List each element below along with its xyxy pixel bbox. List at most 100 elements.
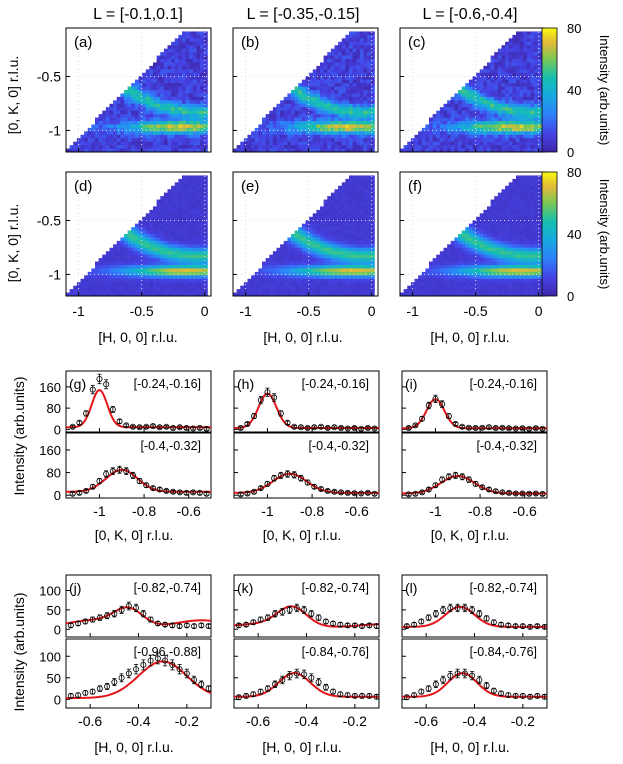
axes-frame bbox=[65, 171, 212, 297]
data-point bbox=[311, 483, 318, 490]
data-point bbox=[147, 616, 154, 623]
data-point bbox=[512, 692, 519, 699]
data-point bbox=[412, 422, 419, 429]
xtick-label: -0.6 bbox=[345, 503, 369, 519]
xtick-label: -0.6 bbox=[78, 713, 102, 729]
data-point bbox=[479, 424, 486, 431]
xtick-label: -0.8 bbox=[468, 503, 492, 519]
data-point bbox=[439, 476, 446, 483]
data-point bbox=[125, 670, 132, 677]
data-point bbox=[344, 425, 351, 432]
data-point bbox=[490, 619, 497, 626]
data-point bbox=[338, 425, 345, 432]
data-point bbox=[337, 691, 344, 698]
xtick-label: -0.2 bbox=[175, 713, 199, 729]
data-point bbox=[264, 480, 271, 487]
intensity-maps: -0.5 -1 (a) (b) (c) -0.5 -1 -1 -0.5 0 (d) -1 -0.5 0 (e… bbox=[37, 27, 546, 319]
data-point bbox=[512, 425, 519, 432]
xtick-label: -0.4 bbox=[126, 713, 150, 729]
data-point bbox=[149, 423, 156, 430]
axes-frame bbox=[65, 27, 212, 153]
cut-panel: 100 50 0 -0.6 -0.4 -0.2 [-0.96,-0.88] bbox=[39, 638, 212, 729]
data-point bbox=[133, 604, 140, 611]
data-point bbox=[190, 425, 197, 432]
data-point bbox=[123, 468, 130, 475]
data-point bbox=[483, 682, 490, 689]
range-label: [-0.24,-0.16] bbox=[302, 377, 369, 391]
data-point bbox=[143, 482, 150, 489]
data-point bbox=[235, 694, 242, 701]
colorbar-tick: 40 bbox=[567, 83, 581, 98]
data-point bbox=[304, 479, 311, 486]
data-point bbox=[250, 619, 257, 626]
colorbar-label: Intensity (arb.units) bbox=[597, 179, 612, 290]
map-panel: -1 -0.5 0 (e) bbox=[232, 171, 379, 319]
data-point bbox=[476, 676, 483, 683]
data-point bbox=[405, 491, 412, 498]
data-point bbox=[129, 423, 136, 430]
data-point bbox=[425, 685, 432, 692]
range-label: [-0.82,-0.74] bbox=[470, 581, 537, 595]
data-point bbox=[123, 422, 130, 429]
data-point bbox=[118, 674, 125, 681]
data-point bbox=[75, 692, 82, 699]
data-point bbox=[371, 490, 378, 497]
data-point bbox=[264, 389, 271, 396]
data-point bbox=[82, 618, 89, 625]
data-point bbox=[170, 425, 177, 432]
range-label: [-0.24,-0.16] bbox=[470, 377, 537, 391]
data-point bbox=[149, 485, 156, 492]
data-point bbox=[264, 614, 271, 621]
xtick-label: -0.2 bbox=[511, 713, 535, 729]
column-title-2: L = [-0.35,-0.15] bbox=[247, 6, 360, 23]
data-point bbox=[418, 618, 425, 625]
data-point bbox=[512, 623, 519, 630]
data-point bbox=[447, 672, 454, 679]
data-point bbox=[257, 485, 264, 492]
data-point bbox=[344, 692, 351, 699]
data-point bbox=[251, 488, 258, 495]
range-label: [-0.4,-0.32] bbox=[141, 439, 201, 453]
data-point bbox=[344, 489, 351, 496]
data-point bbox=[89, 386, 96, 393]
range-label: [-0.84,-0.76] bbox=[470, 645, 537, 659]
data-point bbox=[506, 489, 513, 496]
data-point bbox=[498, 621, 505, 628]
data-point bbox=[297, 475, 304, 482]
data-point bbox=[505, 692, 512, 699]
colorbar-label: Intensity (arb.units) bbox=[597, 35, 612, 146]
data-point bbox=[198, 681, 205, 688]
data-point bbox=[317, 423, 324, 430]
data-point bbox=[203, 490, 210, 497]
data-point bbox=[351, 425, 358, 432]
data-point bbox=[358, 425, 365, 432]
data-point bbox=[465, 476, 472, 483]
hcut-xlabel-1: [H, 0, 0] r.l.u. bbox=[94, 739, 173, 755]
data-point bbox=[277, 410, 284, 417]
data-point bbox=[469, 606, 476, 613]
panel-label: (h) bbox=[237, 376, 254, 392]
data-point bbox=[432, 482, 439, 489]
colorbar-top: 80 40 0 Intensity (arb.units) bbox=[541, 21, 612, 160]
ytick-label: -1 bbox=[49, 122, 62, 138]
data-point bbox=[454, 604, 461, 611]
data-point bbox=[490, 687, 497, 694]
data-point bbox=[315, 679, 322, 686]
colorbar-tick: 80 bbox=[567, 21, 581, 36]
data-point bbox=[196, 425, 203, 432]
data-point bbox=[183, 622, 190, 629]
xtick-label: -1 bbox=[406, 303, 419, 319]
cut-panel: 100 50 0 (j) [-0.82,-0.74] bbox=[39, 574, 212, 638]
colorbar-tick: 40 bbox=[567, 227, 581, 242]
data-point bbox=[440, 676, 447, 683]
data-point bbox=[244, 421, 251, 428]
heatmap-cells bbox=[233, 31, 375, 153]
cut-panel: -0.6 -0.4 -0.2 [-0.84,-0.76] bbox=[401, 638, 548, 729]
data-point bbox=[183, 489, 190, 496]
data-point bbox=[425, 402, 432, 409]
data-point bbox=[301, 671, 308, 678]
heatmap-cells bbox=[400, 175, 542, 297]
data-point bbox=[76, 419, 83, 426]
colorbar-bottom: 80 40 0 Intensity (arb.units) bbox=[541, 165, 612, 304]
cut-panel: (h) [-0.24,-0.16] bbox=[233, 370, 380, 433]
